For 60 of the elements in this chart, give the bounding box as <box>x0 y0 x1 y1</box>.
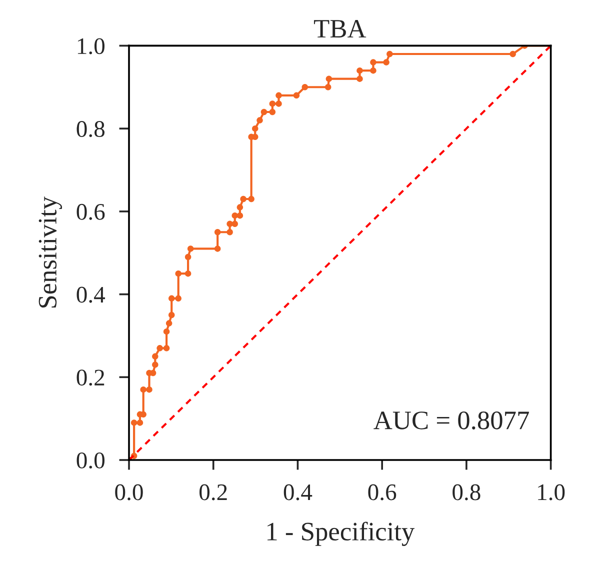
point <box>136 420 144 426</box>
x-tick-label: 1.0 <box>538 484 565 500</box>
point <box>370 59 376 66</box>
point <box>276 100 282 107</box>
point <box>302 84 308 90</box>
y-tick-label: 0.4 <box>76 286 106 303</box>
point <box>146 386 152 393</box>
point <box>175 295 182 302</box>
point <box>386 50 393 58</box>
point <box>184 254 192 260</box>
point <box>326 76 332 82</box>
point <box>240 196 246 202</box>
point <box>260 108 268 116</box>
x-tick-label: 0.2 <box>200 484 227 500</box>
point <box>152 362 158 368</box>
point <box>152 353 158 360</box>
point <box>293 92 300 99</box>
point <box>510 50 516 58</box>
y-tick-label: 0.0 <box>76 452 104 469</box>
x-tick-label: 0.8 <box>452 484 480 500</box>
line-series <box>129 46 551 460</box>
point <box>214 229 221 236</box>
point <box>184 270 192 277</box>
x-tick-label: 0.4 <box>284 484 312 500</box>
point <box>324 84 332 90</box>
chart-title: TBA <box>314 20 366 38</box>
point <box>168 312 175 318</box>
point <box>269 100 276 107</box>
point <box>175 270 182 277</box>
point <box>140 386 146 393</box>
point <box>226 229 233 236</box>
point <box>276 92 282 99</box>
point <box>232 220 238 227</box>
y-tick-label: 0.2 <box>76 370 104 386</box>
point <box>356 76 363 82</box>
point <box>356 67 363 74</box>
point <box>236 212 244 219</box>
point <box>156 345 163 352</box>
point <box>256 117 263 124</box>
point <box>168 295 175 302</box>
point <box>130 420 138 426</box>
x-tick-label: 0.6 <box>368 484 396 500</box>
point <box>214 246 221 252</box>
point <box>248 196 254 202</box>
point <box>187 246 194 252</box>
point <box>252 125 258 132</box>
x-tick-label: 0.0 <box>115 484 143 500</box>
point <box>163 328 170 335</box>
point <box>236 204 244 210</box>
y-tick-label: 1.0 <box>78 38 104 54</box>
y-axis-title: Sensitivity <box>38 196 62 308</box>
point <box>383 59 390 66</box>
point <box>269 108 276 116</box>
point <box>166 320 172 326</box>
point <box>370 67 376 74</box>
y-tick-label: 0.6 <box>76 204 105 220</box>
y-tick-label: 0.8 <box>76 121 104 138</box>
x-axis-title: 1 - Specificity <box>267 522 415 546</box>
point <box>163 345 170 352</box>
annotation: AUC = 0.8077 <box>374 412 529 430</box>
